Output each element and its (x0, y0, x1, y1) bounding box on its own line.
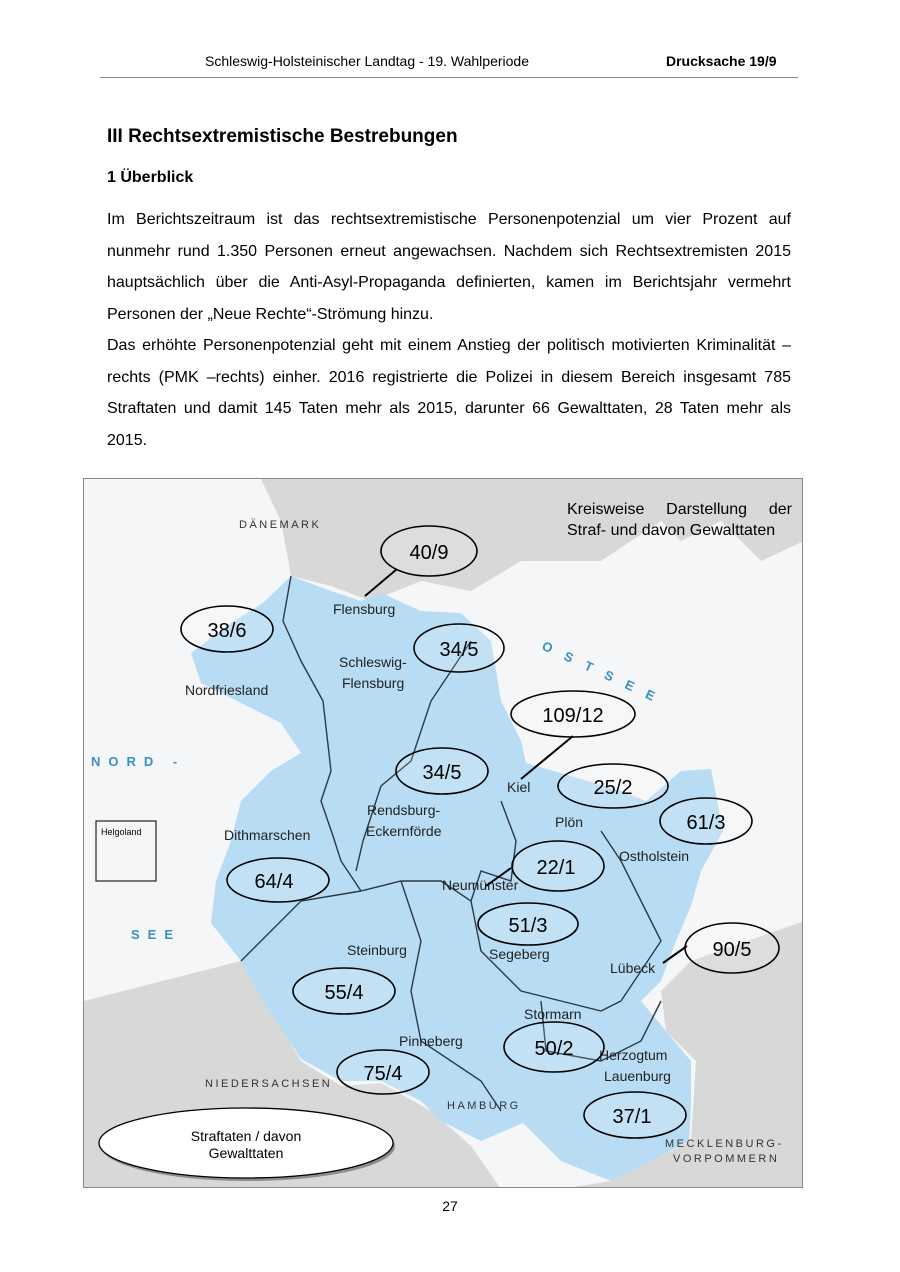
header-title: Schleswig-Holsteinischer Landtag - 19. W… (205, 53, 529, 69)
region-neumuenster: Neumünster (442, 877, 519, 893)
region-kiel: Kiel (507, 779, 530, 795)
value-ellipse (557, 763, 669, 809)
region-dithmarschen: Dithmarschen (224, 827, 310, 843)
value-ellipse (684, 922, 780, 974)
paragraph: Das erhöhte Personenpotenzial geht mit e… (107, 337, 791, 449)
value-ellipse (477, 902, 579, 946)
district-borders (240, 575, 662, 1112)
value-ellipse (395, 747, 489, 795)
region-lauenburg: Lauenburg (604, 1068, 671, 1084)
value-rendsburg-eckernfoerde: 34/5 (423, 762, 462, 784)
value-luebeck: 90/5 (713, 939, 752, 961)
body-text: Im Berichtszeitraum ist das rechtsextrem… (107, 204, 791, 456)
value-ellipse (292, 967, 396, 1015)
value-ellipse (583, 1091, 687, 1139)
page-number: 27 (442, 1198, 458, 1214)
value-neumuenster: 22/1 (537, 857, 576, 879)
crime-map: Helgoland DÄNEMARK NIEDERSACHSEN HAMBURG… (83, 478, 804, 1189)
value-segeberg: 51/3 (509, 915, 548, 937)
denmark-islands (641, 479, 804, 561)
map-graphic: Helgoland DÄNEMARK NIEDERSACHSEN HAMBURG… (84, 479, 804, 1189)
value-schleswig-flensburg: 34/5 (440, 639, 479, 661)
leader-lines (364, 568, 688, 964)
section-heading: III Rechtsextremistische Bestrebungen (107, 126, 458, 147)
header-doc-number: Drucksache 19/9 (666, 53, 777, 69)
country-mecklenburg: MECKLENBURG- (665, 1138, 784, 1150)
legend-line-2: Gewalttaten (209, 1145, 284, 1161)
sea-nord: NORD - (91, 754, 185, 769)
region-schleswig-flensburg-2: Flensburg (342, 675, 404, 691)
helgoland-inset (95, 820, 157, 882)
value-ellipse (659, 797, 753, 845)
value-ellipse (380, 525, 478, 577)
header-divider (100, 77, 798, 78)
value-ellipse (503, 1021, 605, 1073)
country-denmark: DÄNEMARK (239, 519, 321, 531)
value-dithmarschen: 64/4 (255, 871, 294, 893)
region-segeberg: Segeberg (489, 946, 550, 962)
value-stormarn: 50/2 (535, 1038, 574, 1060)
mecklenburg-land (561, 921, 804, 1189)
region-flensburg: Flensburg (333, 601, 395, 617)
country-vorpommern: VORPOMMERN (673, 1153, 779, 1165)
region-rendsburg: Rendsburg- (367, 802, 440, 818)
value-steinburg: 55/4 (325, 982, 364, 1004)
region-pinneberg: Pinneberg (399, 1033, 463, 1049)
region-nordfriesland: Nordfriesland (185, 682, 268, 698)
region-steinburg: Steinburg (347, 942, 407, 958)
value-ellipse (511, 840, 605, 892)
legend-ellipse (98, 1107, 394, 1179)
value-ellipse (180, 605, 274, 653)
map-caption: Kreisweise Darstellung der Straf- und da… (567, 501, 792, 539)
value-pinneberg: 75/4 (364, 1063, 403, 1085)
denmark-land (261, 479, 661, 601)
sea-see: SEE (131, 927, 181, 942)
region-herzogtum: Herzogtum (599, 1047, 667, 1063)
region-eckernfoerde: Eckernförde (366, 823, 442, 839)
city-hamburg: HAMBURG (447, 1100, 521, 1112)
value-herzogtum-lauenburg: 37/1 (613, 1106, 652, 1128)
region-stormarn: Stormarn (524, 1006, 582, 1022)
value-ellipse (413, 623, 505, 673)
value-nordfriesland: 38/6 (208, 620, 247, 642)
value-ostholstein: 61/3 (687, 812, 726, 834)
value-ellipse (336, 1049, 430, 1095)
paragraph: Im Berichtszeitraum ist das rechtsextrem… (107, 211, 791, 323)
region-luebeck: Lübeck (610, 960, 656, 976)
region-ostholstein: Ostholstein (619, 848, 689, 864)
helgoland-label: Helgoland (101, 827, 142, 837)
value-flensburg: 40/9 (410, 542, 449, 564)
country-niedersachsen: NIEDERSACHSEN (205, 1078, 332, 1090)
region-ploen: Plön (555, 814, 583, 830)
value-kiel: 109/12 (542, 705, 603, 727)
value-ellipse (510, 690, 636, 738)
value-ellipses (180, 525, 780, 1139)
legend-line-1: Straftaten / davon (191, 1128, 302, 1144)
value-ellipse (226, 857, 330, 903)
region-schleswig-flensburg: Schleswig- (339, 654, 407, 670)
subsection-heading: 1 Überblick (107, 169, 194, 186)
value-ploen: 25/2 (594, 777, 633, 799)
